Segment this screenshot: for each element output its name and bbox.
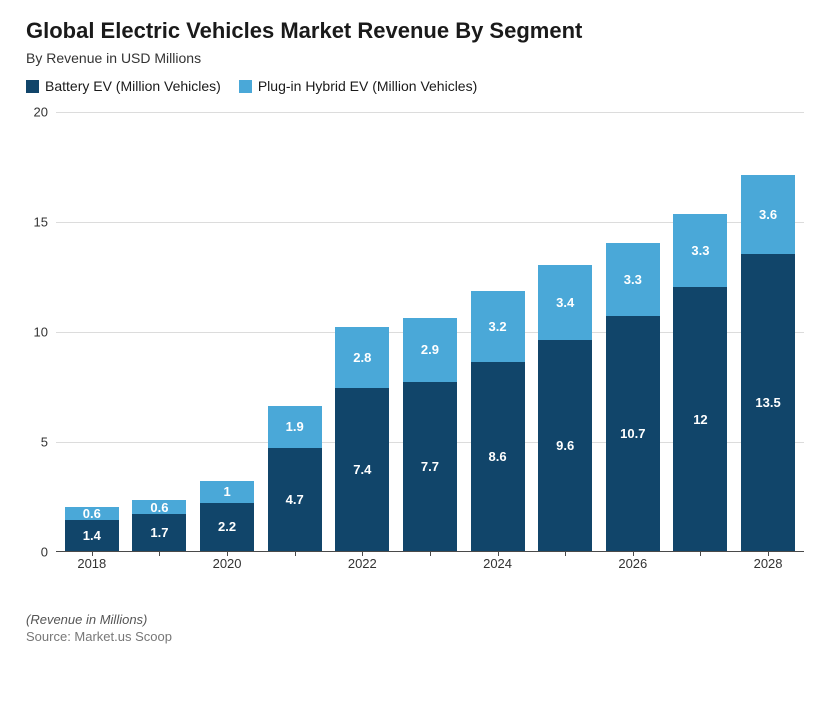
bars-row: 1.40.61.70.62.214.71.97.42.87.72.98.63.2… [56,112,804,551]
bar-stack: 8.63.2 [471,291,525,551]
xtick-label: 2022 [335,556,389,571]
bar-segment: 2.2 [200,503,254,551]
bar-stack: 7.42.8 [335,327,389,551]
bar-slot: 4.71.9 [268,112,322,551]
bar-segment: 3.6 [741,175,795,254]
bar-slot: 10.73.3 [606,112,660,551]
bar-segment: 0.6 [65,507,119,520]
bar-segment: 13.5 [741,254,795,551]
bar-segment: 3.3 [606,243,660,316]
bar-segment: 10.7 [606,316,660,551]
legend-swatch [239,80,252,93]
bar-slot: 1.70.6 [132,112,186,551]
x-axis-labels: 2018 2020 2022 2024 2026 2028 [56,556,804,571]
bar-slot: 123.3 [673,112,727,551]
xtick-label: 2026 [606,556,660,571]
xtick-label [403,556,457,571]
bar-segment: 0.6 [132,500,186,513]
bar-segment: 2.9 [403,318,457,382]
ytick-label: 0 [24,545,48,560]
bar-stack: 4.71.9 [268,406,322,551]
xtick-label: 2018 [65,556,119,571]
bar-stack: 10.73.3 [606,243,660,551]
bar-segment: 1.9 [268,406,322,448]
xtick-label: 2020 [200,556,254,571]
bar-slot: 2.21 [200,112,254,551]
footnote: (Revenue in Millions) [26,612,814,627]
legend-swatch [26,80,39,93]
xtick-label [268,556,322,571]
bar-slot: 7.42.8 [335,112,389,551]
source-line: Source: Market.us Scoop [26,629,814,644]
chart-area: 051015201.40.61.70.62.214.71.97.42.87.72… [26,102,814,592]
bar-slot: 9.63.4 [538,112,592,551]
legend-label: Plug-in Hybrid EV (Million Vehicles) [258,78,477,94]
ytick-label: 15 [24,215,48,230]
xtick-label [132,556,186,571]
xtick-label: 2024 [471,556,525,571]
xtick-label [538,556,592,571]
bar-segment: 3.2 [471,291,525,361]
bar-stack: 1.70.6 [132,500,186,551]
bar-segment: 3.3 [673,214,727,287]
xtick-label: 2028 [741,556,795,571]
ytick-label: 10 [24,325,48,340]
bar-stack: 1.40.6 [65,507,119,551]
bar-stack: 2.21 [200,481,254,551]
bar-segment: 8.6 [471,362,525,551]
bar-segment: 1.4 [65,520,119,551]
bar-segment: 12 [673,287,727,551]
ytick-label: 20 [24,105,48,120]
legend-item-battery-ev: Battery EV (Million Vehicles) [26,78,221,94]
ytick-label: 5 [24,435,48,450]
bar-segment: 1.7 [132,514,186,551]
chart-subtitle: By Revenue in USD Millions [26,50,814,66]
bar-segment: 4.7 [268,448,322,551]
bar-stack: 9.63.4 [538,265,592,551]
bar-slot: 7.72.9 [403,112,457,551]
bar-segment: 1 [200,481,254,503]
bar-segment: 7.7 [403,382,457,551]
xtick-label [673,556,727,571]
legend-label: Battery EV (Million Vehicles) [45,78,221,94]
legend: Battery EV (Million Vehicles) Plug-in Hy… [26,78,814,94]
bar-stack: 123.3 [673,214,727,551]
bar-segment: 7.4 [335,388,389,551]
bar-slot: 13.53.6 [741,112,795,551]
bar-slot: 8.63.2 [471,112,525,551]
bar-slot: 1.40.6 [65,112,119,551]
chart-title: Global Electric Vehicles Market Revenue … [26,18,814,44]
bar-segment: 9.6 [538,340,592,551]
bar-segment: 2.8 [335,327,389,389]
bar-segment: 3.4 [538,265,592,340]
bar-stack: 13.53.6 [741,175,795,551]
legend-item-plugin-hybrid-ev: Plug-in Hybrid EV (Million Vehicles) [239,78,477,94]
chart-container: Global Electric Vehicles Market Revenue … [0,0,840,701]
plot-region: 051015201.40.61.70.62.214.71.97.42.87.72… [56,112,804,552]
bar-stack: 7.72.9 [403,318,457,551]
